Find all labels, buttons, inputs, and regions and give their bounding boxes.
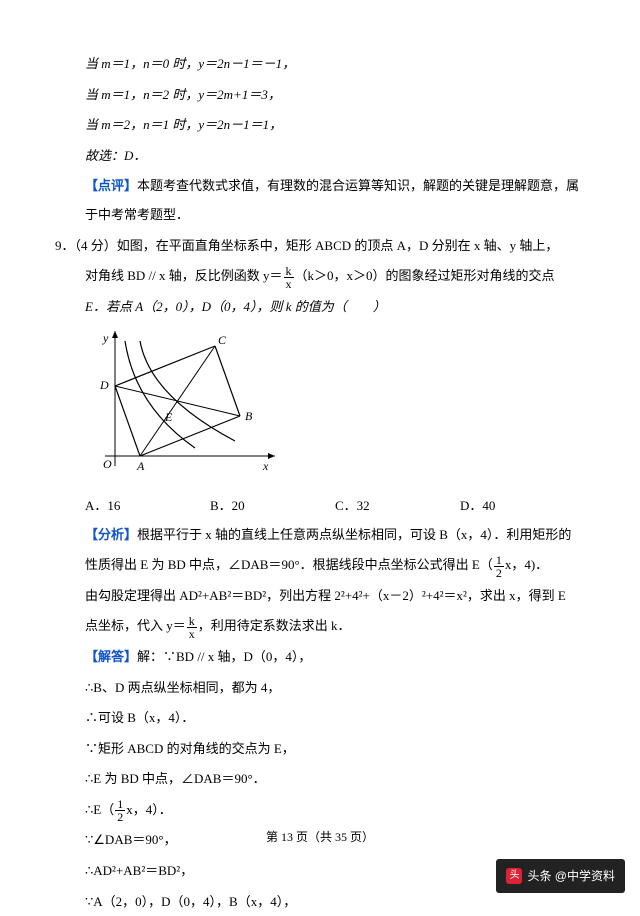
frac-half-2: 12 xyxy=(115,798,125,823)
solve-6: ∴E（12x，4）． xyxy=(55,796,585,825)
analysis-3: 由勾股定理得出 AD²+AB²＝BD²，列出方程 2²+4²+（x－2）²+4²… xyxy=(55,582,585,611)
solve-1: 【解答】解：∵BD // x 轴，D（0，4）， xyxy=(55,643,585,672)
svg-text:C: C xyxy=(218,333,227,347)
option-a: A．16 xyxy=(85,492,210,521)
svg-text:y: y xyxy=(102,331,109,345)
review: 【点评】本题考查代数式求值，有理数的混合运算等知识，解题的关键是理解题意，属于中… xyxy=(55,172,585,229)
analysis-2: 性质得出 E 为 BD 中点，∠DAB＝90°．根据线段中点坐标公式得出 E（1… xyxy=(55,551,585,580)
review-label: 【点评】 xyxy=(85,178,137,193)
coordinate-diagram: O A B C D E x y xyxy=(85,326,585,487)
svg-text:E: E xyxy=(164,410,173,424)
line-choice: 故选：D． xyxy=(55,142,585,171)
analysis-4: 点坐标，代入 y＝kx，利用待定系数法求出 k． xyxy=(55,612,585,641)
solve-5: ∴E 为 BD 中点，∠DAB＝90°． xyxy=(55,765,585,794)
watermark-text: 头条 @中学资料 xyxy=(527,863,615,889)
svg-text:B: B xyxy=(245,409,253,423)
solve-2: ∴B、D 两点纵坐标相同，都为 4， xyxy=(55,674,585,703)
option-b: B．20 xyxy=(210,492,335,521)
frac-half-1: 12 xyxy=(494,554,504,579)
line-m1n0: 当 m＝1，n＝0 时，y＝2n－1＝－1， xyxy=(55,50,585,79)
page-footer: 第 13 页（共 35 页） xyxy=(0,824,640,850)
solve-3: ∴可设 B（x，4）． xyxy=(55,704,585,733)
svg-text:O: O xyxy=(103,457,112,471)
solve-label: 【解答】 xyxy=(85,649,137,664)
frac-k-x-2: kx xyxy=(187,615,197,640)
line-m2n1: 当 m＝2，n＝1 时，y＝2n－1＝1， xyxy=(55,111,585,140)
q9-stem3: E．若点 A（2，0），D（0，4），则 k 的值为（ ） xyxy=(55,293,585,322)
line-m1n2: 当 m＝1，n＝2 时，y＝2m+1＝3， xyxy=(55,81,585,110)
watermark: 头 头条 @中学资料 xyxy=(496,859,625,893)
analysis-1: 【分析】根据平行于 x 轴的直线上任意两点纵坐标相同，可设 B（x，4）．利用矩… xyxy=(55,521,585,550)
frac-k-x: kx xyxy=(284,265,294,290)
solve-4: ∵矩形 ABCD 的对角线的交点为 E， xyxy=(55,735,585,764)
option-c: C．32 xyxy=(335,492,460,521)
svg-text:D: D xyxy=(99,378,109,392)
options-row: A．16 B．20 C．32 D．40 xyxy=(55,492,585,521)
toutiao-icon: 头 xyxy=(506,868,522,884)
q9-stem2: 对角线 BD // x 轴，反比例函数 y＝kx（k＞0，x＞0）的图象经过矩形… xyxy=(55,262,585,291)
analysis-label: 【分析】 xyxy=(85,527,137,542)
svg-text:A: A xyxy=(136,459,145,473)
svg-text:x: x xyxy=(262,459,269,473)
q9-stem: 9．（4 分）如图，在平面直角坐标系中，矩形 ABCD 的顶点 A，D 分别在 … xyxy=(55,232,585,261)
option-d: D．40 xyxy=(460,492,585,521)
